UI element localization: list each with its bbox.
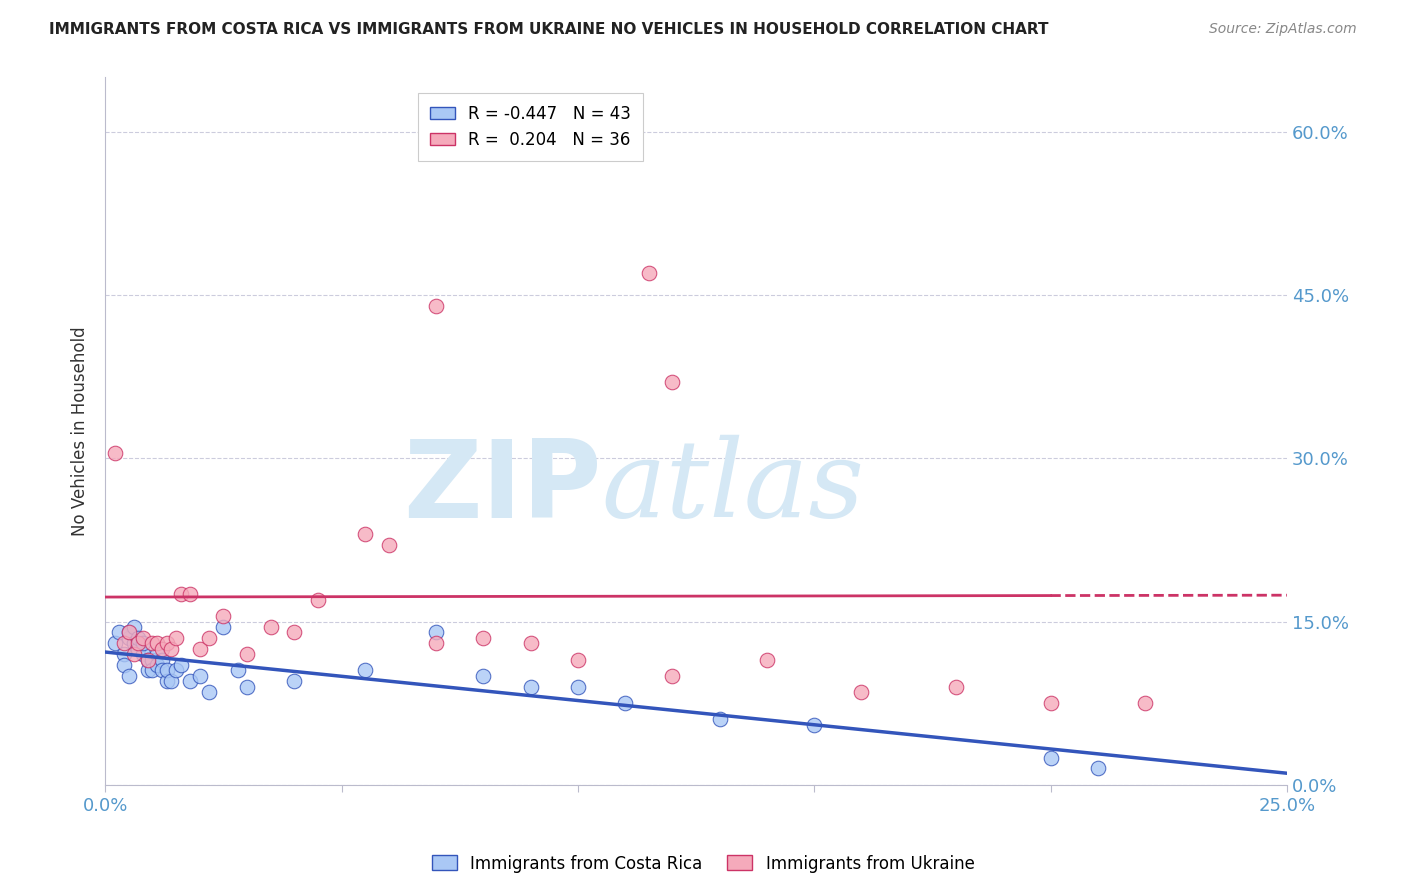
Point xyxy=(160,674,183,689)
Point xyxy=(112,636,135,650)
Point xyxy=(1039,696,1062,710)
Text: atlas: atlas xyxy=(602,435,865,541)
Point xyxy=(112,658,135,673)
Point xyxy=(425,636,447,650)
Point xyxy=(118,625,141,640)
Point xyxy=(156,636,179,650)
Point xyxy=(112,647,135,661)
Point xyxy=(150,641,173,656)
Point xyxy=(519,680,541,694)
Point xyxy=(236,647,259,661)
Point xyxy=(179,674,201,689)
Point xyxy=(378,538,401,552)
Point xyxy=(661,669,683,683)
Point xyxy=(283,625,305,640)
Point xyxy=(132,631,155,645)
Point xyxy=(165,631,187,645)
Point xyxy=(141,652,163,666)
Point xyxy=(132,647,155,661)
Point xyxy=(212,620,235,634)
Point xyxy=(354,527,377,541)
Point xyxy=(519,636,541,650)
Point xyxy=(425,299,447,313)
Point xyxy=(165,664,187,678)
Point xyxy=(104,636,127,650)
Point xyxy=(156,674,179,689)
Point xyxy=(226,664,249,678)
Point xyxy=(259,620,281,634)
Point xyxy=(851,685,873,699)
Point xyxy=(472,669,495,683)
Point xyxy=(122,636,145,650)
Point xyxy=(307,592,329,607)
Point xyxy=(755,652,778,666)
Point xyxy=(160,641,183,656)
Point xyxy=(146,636,169,650)
Point xyxy=(122,620,145,634)
Point xyxy=(170,587,193,601)
Legend: R = -0.447   N = 43, R =  0.204   N = 36: R = -0.447 N = 43, R = 0.204 N = 36 xyxy=(419,93,643,161)
Point xyxy=(198,685,221,699)
Point xyxy=(179,587,201,601)
Point xyxy=(283,674,305,689)
Point xyxy=(127,636,149,650)
Point xyxy=(198,631,221,645)
Point xyxy=(449,125,471,139)
Point xyxy=(188,641,211,656)
Point xyxy=(122,647,145,661)
Point xyxy=(425,625,447,640)
Point xyxy=(127,631,149,645)
Point xyxy=(141,664,163,678)
Y-axis label: No Vehicles in Household: No Vehicles in Household xyxy=(72,326,89,536)
Text: ZIP: ZIP xyxy=(404,434,602,541)
Point xyxy=(146,647,169,661)
Point xyxy=(567,652,589,666)
Point xyxy=(170,658,193,673)
Point xyxy=(141,636,163,650)
Point xyxy=(146,658,169,673)
Text: Source: ZipAtlas.com: Source: ZipAtlas.com xyxy=(1209,22,1357,37)
Point xyxy=(1133,696,1156,710)
Point xyxy=(132,636,155,650)
Point xyxy=(156,664,179,678)
Point xyxy=(150,664,173,678)
Point xyxy=(354,664,377,678)
Legend: Immigrants from Costa Rica, Immigrants from Ukraine: Immigrants from Costa Rica, Immigrants f… xyxy=(425,848,981,880)
Point xyxy=(661,375,683,389)
Point xyxy=(108,625,131,640)
Point xyxy=(1039,750,1062,764)
Point xyxy=(212,609,235,624)
Point xyxy=(803,718,825,732)
Point xyxy=(472,631,495,645)
Text: IMMIGRANTS FROM COSTA RICA VS IMMIGRANTS FROM UKRAINE NO VEHICLES IN HOUSEHOLD C: IMMIGRANTS FROM COSTA RICA VS IMMIGRANTS… xyxy=(49,22,1049,37)
Point xyxy=(614,696,637,710)
Point xyxy=(236,680,259,694)
Point xyxy=(637,266,659,280)
Point xyxy=(127,641,149,656)
Point xyxy=(567,680,589,694)
Point xyxy=(118,631,141,645)
Point xyxy=(1087,761,1109,775)
Point xyxy=(136,652,159,666)
Point xyxy=(709,713,731,727)
Point xyxy=(118,625,141,640)
Point xyxy=(188,669,211,683)
Point xyxy=(136,652,159,666)
Point xyxy=(945,680,967,694)
Point xyxy=(150,652,173,666)
Point xyxy=(104,446,127,460)
Point xyxy=(118,669,141,683)
Point xyxy=(136,664,159,678)
